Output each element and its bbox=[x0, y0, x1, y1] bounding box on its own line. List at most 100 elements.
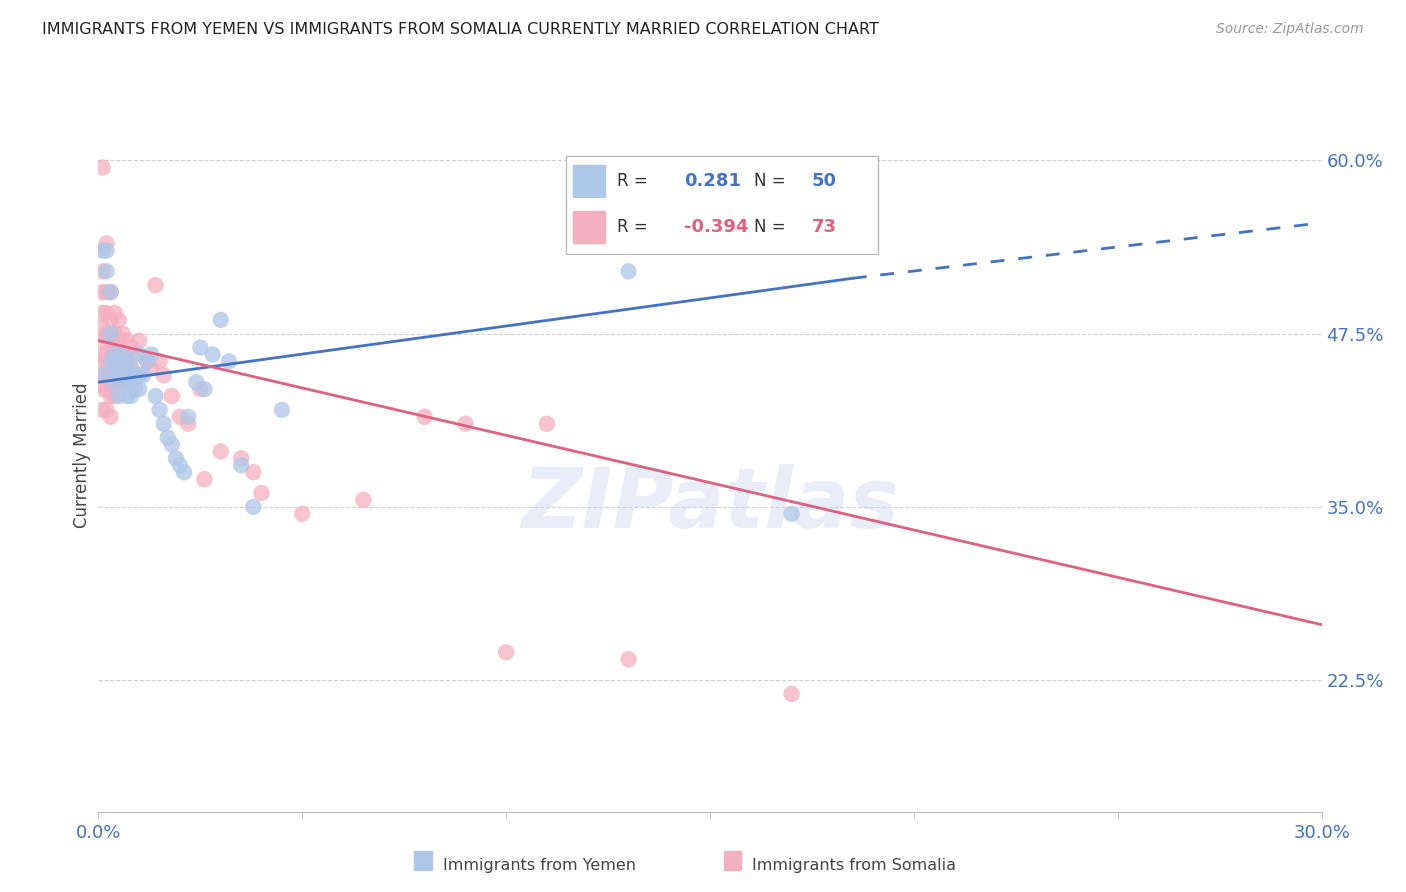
Point bbox=[177, 409, 200, 424]
Point bbox=[100, 285, 122, 299]
Point bbox=[100, 285, 122, 299]
Point bbox=[242, 500, 264, 514]
Point bbox=[100, 409, 122, 424]
Text: Immigrants from Somalia: Immigrants from Somalia bbox=[752, 858, 956, 872]
Point bbox=[201, 347, 224, 361]
Point bbox=[91, 244, 114, 258]
Point bbox=[120, 361, 142, 376]
Text: N =: N = bbox=[754, 219, 786, 236]
Point bbox=[242, 465, 264, 479]
Point bbox=[120, 361, 142, 376]
Point bbox=[108, 361, 131, 376]
Point bbox=[617, 264, 640, 278]
Point bbox=[96, 368, 118, 383]
Point bbox=[115, 389, 138, 403]
Point bbox=[136, 354, 159, 368]
Bar bbox=[572, 165, 605, 197]
Point bbox=[160, 389, 183, 403]
Point bbox=[193, 382, 215, 396]
Point bbox=[104, 375, 127, 389]
Point bbox=[91, 161, 114, 175]
Point bbox=[96, 347, 118, 361]
Point bbox=[149, 354, 172, 368]
Point bbox=[124, 382, 146, 396]
Point bbox=[149, 403, 172, 417]
Point bbox=[91, 347, 114, 361]
Point bbox=[96, 354, 118, 368]
Point bbox=[124, 368, 146, 383]
Bar bbox=[724, 851, 741, 871]
Point bbox=[177, 417, 200, 431]
Point bbox=[96, 326, 118, 341]
Point bbox=[100, 389, 122, 403]
Point bbox=[128, 382, 150, 396]
Point bbox=[91, 319, 114, 334]
Point bbox=[120, 341, 142, 355]
Point bbox=[108, 334, 131, 348]
Point bbox=[108, 313, 131, 327]
Point bbox=[188, 341, 212, 355]
Point bbox=[145, 278, 167, 293]
Text: 0.281: 0.281 bbox=[685, 172, 741, 190]
Point bbox=[96, 264, 118, 278]
Point bbox=[128, 347, 150, 361]
Point bbox=[188, 382, 212, 396]
Point bbox=[115, 354, 138, 368]
Point bbox=[96, 382, 118, 396]
Bar bbox=[572, 211, 605, 244]
Point bbox=[165, 451, 187, 466]
Point bbox=[91, 354, 114, 368]
Point bbox=[291, 507, 314, 521]
Point bbox=[100, 375, 122, 389]
Bar bbox=[415, 851, 432, 871]
Point bbox=[96, 236, 118, 251]
Text: R =: R = bbox=[617, 219, 648, 236]
Point bbox=[124, 347, 146, 361]
Point bbox=[218, 354, 240, 368]
Point bbox=[100, 361, 122, 376]
Point bbox=[91, 306, 114, 320]
Point bbox=[91, 368, 114, 383]
Text: -0.394: -0.394 bbox=[685, 219, 748, 236]
Point bbox=[100, 326, 122, 341]
Point bbox=[169, 458, 191, 473]
Point bbox=[111, 347, 134, 361]
Point bbox=[91, 334, 114, 348]
Point bbox=[231, 451, 253, 466]
Point bbox=[104, 361, 127, 376]
Text: N =: N = bbox=[754, 172, 786, 190]
Point bbox=[209, 313, 232, 327]
Point bbox=[100, 313, 122, 327]
Point bbox=[780, 687, 803, 701]
Point bbox=[111, 361, 134, 376]
Point bbox=[91, 368, 114, 383]
Point bbox=[152, 368, 174, 383]
Point bbox=[186, 375, 208, 389]
Point bbox=[104, 341, 127, 355]
Point bbox=[495, 645, 517, 659]
Point bbox=[128, 368, 150, 383]
Point bbox=[104, 347, 127, 361]
Y-axis label: Currently Married: Currently Married bbox=[73, 382, 91, 528]
Point bbox=[108, 354, 131, 368]
Point bbox=[352, 492, 374, 507]
Point bbox=[209, 444, 232, 458]
Point bbox=[617, 652, 640, 666]
Point bbox=[115, 354, 138, 368]
Point bbox=[141, 347, 163, 361]
Point bbox=[173, 465, 195, 479]
Text: 73: 73 bbox=[811, 219, 837, 236]
Point bbox=[780, 507, 803, 521]
Point bbox=[413, 409, 436, 424]
Point bbox=[91, 403, 114, 417]
Point bbox=[104, 354, 127, 368]
Point bbox=[115, 368, 138, 383]
Point bbox=[108, 389, 131, 403]
Point bbox=[104, 375, 127, 389]
Point bbox=[108, 368, 131, 383]
Point bbox=[96, 403, 118, 417]
Point bbox=[454, 417, 477, 431]
FancyBboxPatch shape bbox=[567, 156, 879, 254]
Text: Immigrants from Yemen: Immigrants from Yemen bbox=[443, 858, 636, 872]
Point bbox=[100, 347, 122, 361]
